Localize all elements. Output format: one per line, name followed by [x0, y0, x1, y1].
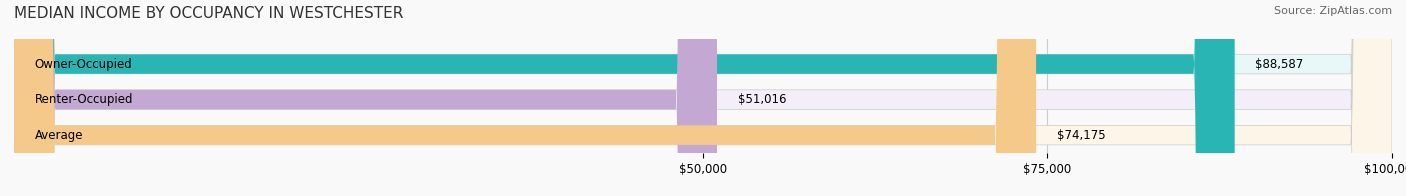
Text: Source: ZipAtlas.com: Source: ZipAtlas.com: [1274, 6, 1392, 16]
Text: MEDIAN INCOME BY OCCUPANCY IN WESTCHESTER: MEDIAN INCOME BY OCCUPANCY IN WESTCHESTE…: [14, 6, 404, 21]
Text: $51,016: $51,016: [738, 93, 786, 106]
Text: Owner-Occupied: Owner-Occupied: [35, 58, 132, 71]
Text: Renter-Occupied: Renter-Occupied: [35, 93, 134, 106]
Text: $88,587: $88,587: [1256, 58, 1303, 71]
Text: Average: Average: [35, 129, 83, 142]
FancyBboxPatch shape: [14, 0, 1036, 196]
FancyBboxPatch shape: [14, 0, 717, 196]
FancyBboxPatch shape: [14, 0, 1392, 196]
Text: $74,175: $74,175: [1057, 129, 1105, 142]
FancyBboxPatch shape: [14, 0, 1392, 196]
FancyBboxPatch shape: [14, 0, 1234, 196]
FancyBboxPatch shape: [14, 0, 1392, 196]
